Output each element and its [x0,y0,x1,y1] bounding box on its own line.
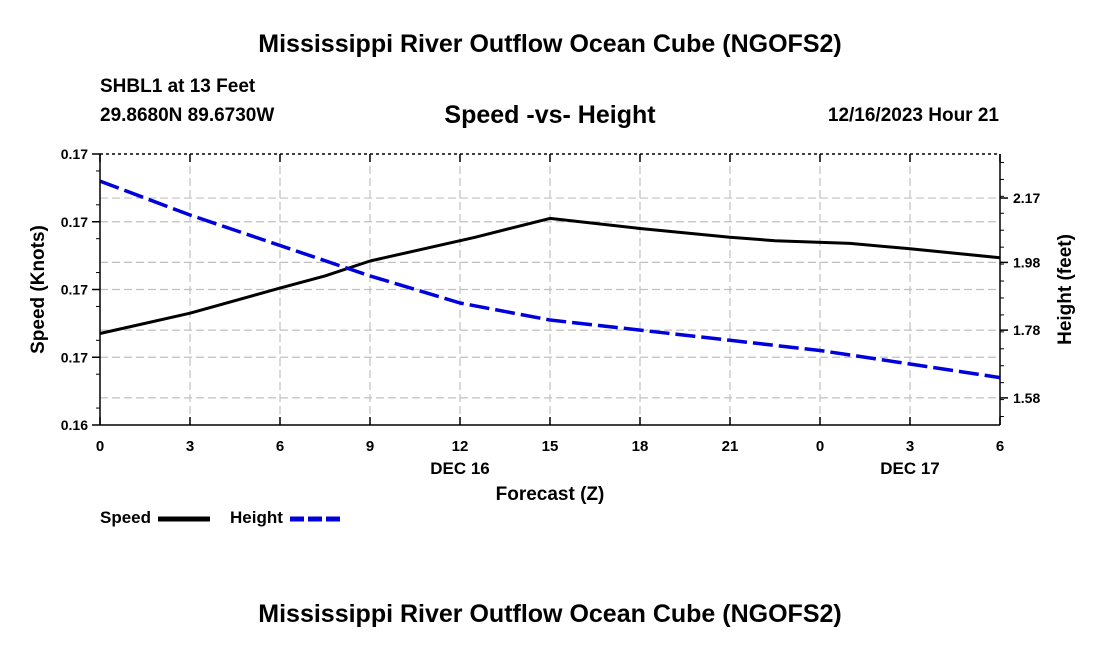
chart-subtitle: Speed -vs- Height [444,101,656,129]
legend-height-label: Height [230,508,283,527]
chart-main-title: Mississippi River Outflow Ocean Cube (NG… [258,30,842,58]
plot-frame [92,153,1008,426]
x-tick-label: 6 [276,438,284,455]
x-tick-label: 21 [722,438,739,455]
legend-height: Height [230,508,344,528]
right-y-tick-label: 2.17 [1013,190,1040,206]
left-y-tick-label: 0.17 [61,146,88,162]
forecast-datetime: 12/16/2023 Hour 21 [827,105,999,126]
x-tick-label: 3 [186,438,194,455]
axis-labels: 0 3 6 9 12 15 18 21 0 3 6 0.16 0.17 0.17 0.17 0.17 1.58 1… [28,146,1076,505]
x-tick-label: 0 [96,438,104,455]
x-tick-label: 0 [816,438,824,455]
x-axis-title: Forecast (Z) [496,484,605,505]
right-y-axis-title: Height (feet) [1055,234,1076,345]
station-name: SHBL1 at 13 Feet [100,76,256,97]
legend-speed: Speed [100,508,212,528]
series-line-height [99,179,1001,380]
grid [100,154,1000,425]
x-tick-label: 3 [906,438,914,455]
left-y-tick-label: 0.16 [61,417,88,433]
x-tick-label: 6 [996,438,1004,455]
series-lines [99,179,1001,380]
date-label: DEC 17 [880,459,940,478]
legend-speed-swatch [157,516,210,522]
x-tick-label: 18 [632,438,649,455]
right-y-tick-label: 1.58 [1013,390,1040,406]
x-tick-label: 9 [366,438,374,455]
date-label: DEC 16 [430,459,490,478]
footer-title: Mississippi River Outflow Ocean Cube (NG… [258,600,842,628]
right-y-tick-label: 1.78 [1013,322,1040,338]
legend-height-swatch [289,516,342,522]
left-y-tick-label: 0.17 [61,214,88,230]
right-y-tick-label: 1.98 [1013,254,1040,270]
x-tick-label: 12 [452,438,469,455]
legend-speed-label: Speed [100,508,152,527]
left-y-tick-label: 0.17 [61,282,88,298]
left-y-tick-label: 0.17 [61,349,88,365]
x-tick-label: 15 [542,438,559,455]
left-y-axis-title: Speed (Knots) [28,225,49,354]
station-coordinates: 29.8680N 89.6730W [100,105,275,126]
series-line-speed [99,216,1001,335]
